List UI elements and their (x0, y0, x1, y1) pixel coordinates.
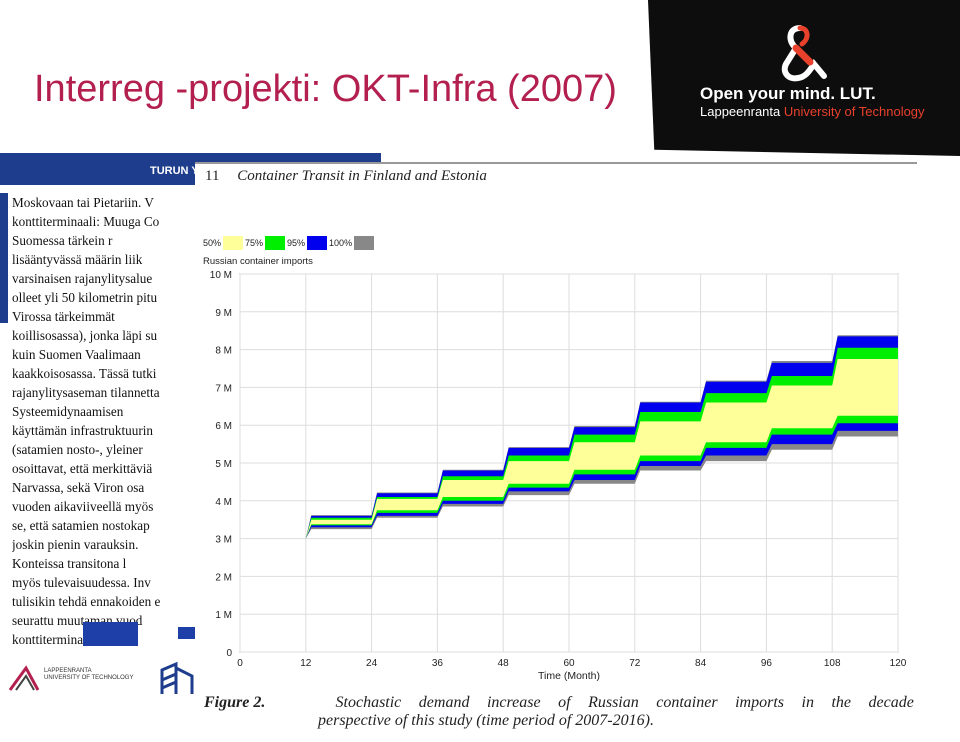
document-line: joskin pienin varauksin. (12, 537, 139, 552)
lut-brand-panel: Open your mind. LUT. Lappeenranta Univer… (648, 0, 960, 156)
caption-word: in (801, 694, 814, 711)
caption-line-2: perspective of this study (time period o… (318, 712, 654, 729)
document-line: Moskovaan tai Pietariin. V (12, 195, 154, 210)
brand-slogan: Open your mind. LUT. (700, 84, 876, 103)
legend-swatch (223, 236, 244, 250)
document-body-text: Moskovaan tai Pietariin. V konttiterminaa… (12, 193, 212, 649)
legend-swatch (354, 236, 375, 250)
document-line: rajanylitysaseman tilannetta (12, 385, 160, 400)
document-line: koillisosassa), jonka läpi su (12, 328, 158, 343)
caption-word: of (558, 694, 571, 711)
figure-caption: Figure 2. Stochastic demand increase of Russi… (204, 694, 914, 730)
caption-word: Russian (588, 694, 639, 711)
document-line: Systeemidynaamisen (12, 404, 124, 419)
brand-university: Lappeenranta University of Technology (700, 104, 925, 119)
series-label: Russian container imports (203, 256, 313, 267)
document-line: se, että satamien nostokap (12, 518, 150, 533)
legend-label: 50% (203, 238, 222, 248)
legend-label: 75% (245, 238, 264, 248)
legend-swatch (307, 236, 328, 250)
document-line: konttiterminaali: Muuga Co (12, 214, 160, 229)
lut-ampersand-logo (781, 25, 827, 82)
document-line: myös tulevaisuudessa. Inv (12, 575, 151, 590)
document-line: kaakkoisosassa. Tässä tutki (12, 366, 157, 381)
legend-swatch (265, 236, 286, 250)
document-line: vuoden aikaviiveellä myös (12, 499, 154, 514)
legend-label: 100% (329, 238, 353, 248)
document-line: olleet yli 50 kilometrin pitu (12, 290, 158, 305)
document-line: kuin Suomen Vaalimaan (12, 347, 141, 362)
crane-structure-icon (160, 661, 194, 694)
document-header-text: TURUN Y (150, 165, 199, 177)
figure-heading: 11 Container Transit in Finland and Esto… (205, 168, 487, 185)
document-line: käyttämän infrastruktuurin (12, 423, 153, 438)
document-line: konttiterminaal... (12, 632, 103, 647)
caption-word: demand (418, 694, 470, 711)
document-line: Konteissa transitona l (12, 556, 127, 571)
caption-word: Stochastic (335, 694, 402, 711)
document-line: varsinaisen rajanylitysalue (12, 271, 153, 286)
document-line: Virossa tärkeimmät (12, 309, 115, 324)
lut-footer-logo-icon (8, 665, 40, 691)
document-line: (satamien nosto-, yleiner (12, 442, 143, 457)
figure-top-rule (195, 162, 917, 164)
caption-word: decade (868, 694, 914, 711)
document-line: osoittavat, että merkittäviä (12, 461, 153, 476)
caption-word: container (656, 694, 718, 711)
caption-label: Figure 2. (204, 694, 266, 711)
document-side-strip (0, 193, 8, 323)
eu-flag-icon (83, 622, 138, 646)
caption-word: imports (735, 694, 784, 711)
caption-word: the (831, 694, 852, 711)
eu-flag-small-icon (178, 627, 196, 639)
document-line: tulisikin tehdä ennakoiden e (12, 594, 161, 609)
slide-title: Interreg -projekti: OKT-Infra (2007) (34, 68, 617, 110)
caption-line-1: Figure 2. Stochastic demand increase of Russi… (204, 694, 914, 712)
lut-footer-text-line2: UNIVERSITY OF TECHNOLOGY (44, 675, 134, 681)
document-line: lisääntyvässä määrin liik (12, 252, 143, 267)
figure-number: 11 (205, 168, 220, 184)
lut-footer-text-line1: LAPPEENRANTA (44, 668, 92, 674)
document-line: Narvassa, sekä Viron osa (12, 480, 145, 495)
brand-university-city: Lappeenranta (700, 104, 781, 119)
legend-label: 95% (287, 238, 306, 248)
brand-university-name: University of Technology (783, 104, 925, 119)
caption-word: increase (486, 694, 541, 711)
figure-heading-text: Container Transit in Finland and Estonia (237, 168, 487, 184)
chart-legend: 50% 75% 95% 100% (203, 236, 376, 250)
document-line: Suomessa tärkein r (12, 233, 113, 248)
lut-footer-text: LAPPEENRANTA UNIVERSITY OF TECHNOLOGY (44, 668, 133, 682)
